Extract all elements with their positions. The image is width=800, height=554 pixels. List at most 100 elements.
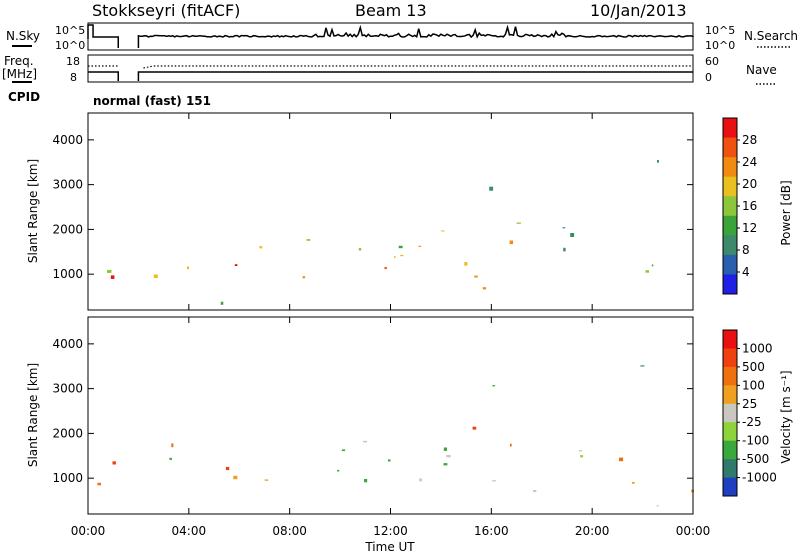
ytick-label: 1000 [52,267,83,281]
echo-cell [640,365,645,367]
colorbar-swatch [723,459,737,479]
power-data-layer [107,160,659,305]
freq-label: Freq. [4,54,34,68]
xtick-label: 00:00 [71,524,106,538]
colorbar-swatch [723,274,737,295]
velocity-colorbar-label: Velocity [m s⁻¹] [779,370,793,463]
echo-cell [400,254,404,257]
colorbar-tick-label: 20 [742,177,757,191]
echo-cell [570,233,575,237]
echo-cell [302,276,306,279]
echo-cell [464,262,468,266]
velocity-panel-frame [87,316,694,515]
colorbar-tick-label: 25 [742,397,757,411]
echo-cell [482,287,487,290]
colorbar-swatch [723,157,737,178]
colorbar-swatch [723,385,737,405]
echo-cell [384,267,387,270]
echo-cell [419,478,422,482]
colorbar-swatch [723,235,737,256]
colorbar-swatch [723,254,737,275]
velocity-yticks: 1000 2000 3000 4000 [52,337,693,485]
echo-cell [562,227,566,229]
colorbar-swatch [723,422,737,442]
echo-cell [418,245,422,247]
colorbar-swatch [723,118,737,139]
colorbar-tick-label: 100 [742,378,765,392]
freq-panel-frame [87,54,694,83]
freq-tick-top: 18 [66,55,80,68]
colorbar-tick-label: 12 [742,221,757,235]
echo-cell [580,455,584,458]
echo-cell [259,246,263,249]
echo-cell [112,461,116,465]
echo-cell [632,481,635,484]
velocity-colorbar: 1000 500 100 25 -25 -100 -500 -1000 [722,329,777,497]
time-xlabel: Time UT [364,540,415,554]
power-yticks: 1000 2000 3000 4000 [52,133,693,281]
echo-cell [394,256,396,258]
colorbar-swatch [723,196,737,217]
ytick-label: 3000 [52,382,83,396]
echo-cell [233,475,238,480]
colorbar-swatch [723,366,737,386]
freq-trace [88,71,693,81]
echo-cell [509,240,514,245]
colorbar-swatch [723,440,737,460]
colorbar-tick-label: 16 [742,199,757,213]
echo-cell [446,455,451,458]
xtick-label: 00:00 [676,524,711,538]
echo-cell [186,266,189,270]
echo-cell [492,385,496,387]
nave-tick-top: 60 [705,55,719,68]
colorbar-frame [722,329,738,497]
echo-cell [306,239,311,241]
echo-cell [398,245,403,249]
echo-cell [578,450,583,452]
colorbar-tick-label: -500 [742,452,769,466]
echo-cell [337,469,340,472]
echo-cell [225,466,230,471]
echo-cell [657,160,659,163]
echo-cell [619,457,624,462]
xtick-label: 04:00 [172,524,207,538]
nsky-tick-bottom: 10^0 [55,39,85,52]
echo-cell [220,301,224,305]
beam-title: Beam 13 [355,1,427,20]
ytick-label: 3000 [52,178,83,192]
colorbar-tick-label: 8 [742,243,750,257]
echo-cell [472,426,477,430]
xtick-label: 12:00 [373,524,408,538]
freq-unit-label: [MHz] [2,67,37,81]
echo-cell [440,230,445,232]
echo-cell [489,186,494,191]
power-panel-frame [87,112,694,311]
time-xticks: 00:00 04:00 08:00 12:00 16:00 20:00 00:00 [71,113,711,538]
cpid-text: normal (fast) 151 [93,94,211,108]
xtick-label: 20:00 [575,524,610,538]
echo-cell [563,247,566,252]
echo-cell [364,479,368,483]
echo-cell [264,479,269,481]
nave-trace [88,65,693,69]
power-colorbar: 4 8 12 16 20 24 28 [722,117,757,295]
power-panel: 1000 2000 3000 4000 Slant Range [km] [26,112,694,311]
velocity-ylabel: Slant Range [km] [26,363,40,467]
power-colorbar-label: Power [dB] [779,180,793,245]
echo-cell [169,457,172,460]
echo-cell [107,269,112,273]
nsky-trace [87,24,694,48]
echo-cell [388,459,391,462]
echo-cell [474,275,478,278]
echo-cell [651,264,654,267]
colorbar-swatch [723,403,737,423]
xtick-label: 16:00 [474,524,509,538]
echo-cell [171,443,174,448]
freq-tick-bottom: 8 [70,71,77,84]
station-title: Stokkseyri (fitACF) [92,1,240,20]
power-ylabel: Slant Range [km] [26,159,40,263]
echo-cell [153,274,158,278]
colorbar-tick-label: 24 [742,155,757,169]
echo-cell [510,443,512,447]
